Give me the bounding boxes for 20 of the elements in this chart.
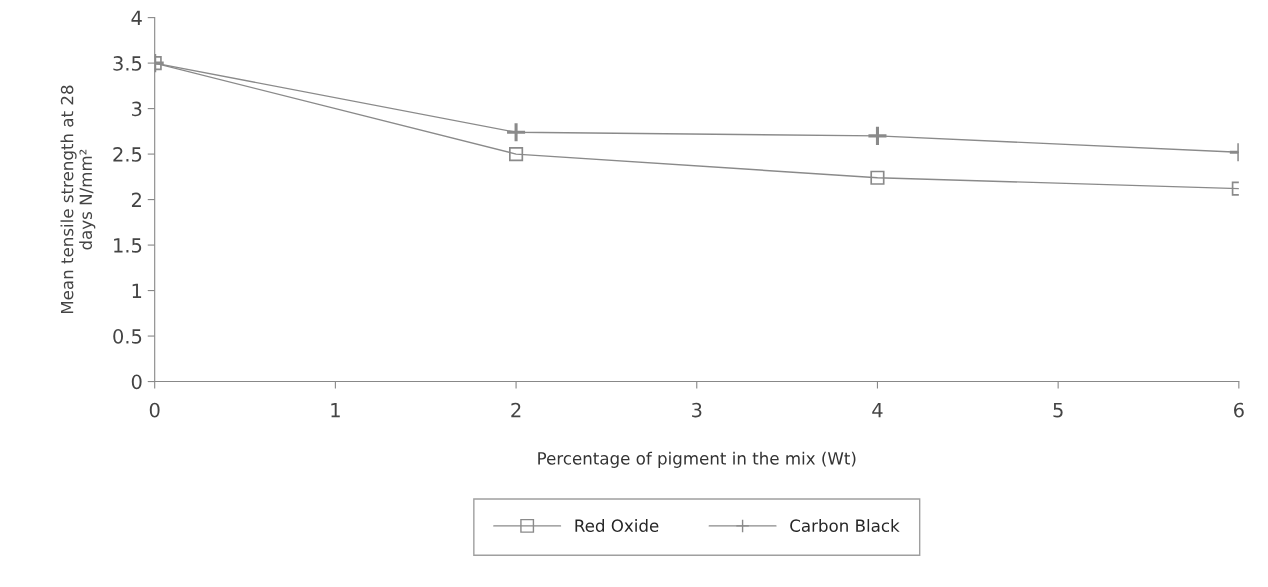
y-tick-label: 1 xyxy=(132,283,142,298)
y-tick-label: 1.5 xyxy=(114,238,142,253)
x-tick-label: 3 xyxy=(692,402,702,418)
y-tick-label: 2 xyxy=(131,192,141,207)
legend-label: Red Oxide xyxy=(575,519,659,532)
y-tick-label: 0 xyxy=(131,374,142,390)
x-tick-label: 0 xyxy=(149,402,160,418)
x-tick-label: 6 xyxy=(1234,402,1244,418)
y-tick-label: 3.5 xyxy=(113,56,142,71)
y-tick-label: 0.5 xyxy=(113,329,142,344)
y-axis-title: Mean tensile strength at 28 days N/mm² xyxy=(60,85,96,314)
x-axis-title: Percentage of pigment in the mix (Wt) xyxy=(538,451,856,468)
x-tick-label: 4 xyxy=(872,402,883,418)
x-tick-label: 5 xyxy=(1053,402,1063,418)
y-tick-label: 4 xyxy=(131,10,142,25)
x-tick-label: 1 xyxy=(331,402,340,418)
y-tick-label: 2.5 xyxy=(113,147,142,162)
x-tick-label: 2 xyxy=(511,402,521,418)
legend-label: Carbon Black xyxy=(790,519,900,532)
y-tick-label: 3 xyxy=(132,101,142,117)
